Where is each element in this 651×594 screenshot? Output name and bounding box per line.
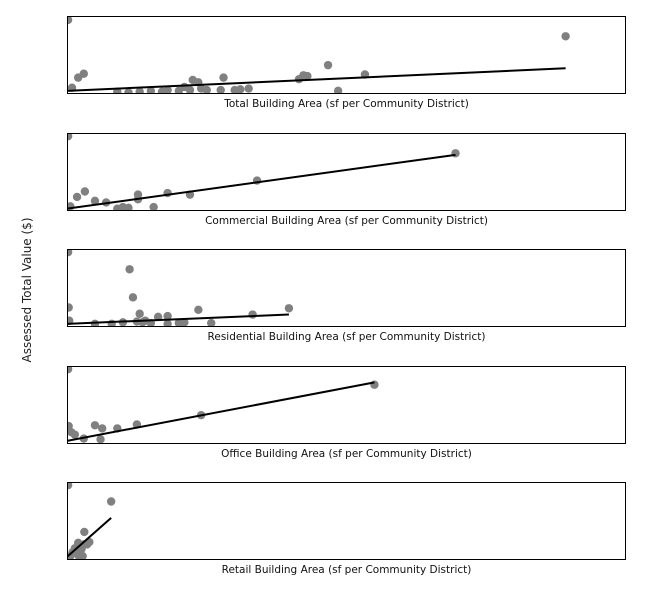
chart-panels: Total Building Area (sf per Community Di…: [67, 16, 626, 576]
data-point: [284, 304, 294, 313]
trend-line: [67, 381, 375, 442]
data-point: [202, 85, 211, 94]
plot-frame: [67, 366, 626, 444]
trend-line: [67, 67, 566, 92]
scatter-panel: Residential Building Area (sf per Commun…: [67, 249, 626, 343]
data-point: [146, 86, 156, 94]
trend-line: [67, 153, 456, 210]
data-point: [67, 366, 73, 374]
data-point: [67, 16, 73, 25]
data-point: [98, 424, 107, 433]
data-point: [78, 551, 87, 560]
trend-line: [67, 517, 112, 558]
data-point: [67, 482, 73, 490]
scatter-panel: Total Building Area (sf per Community Di…: [67, 16, 626, 110]
data-point: [125, 265, 134, 274]
data-point: [149, 202, 158, 211]
data-point: [79, 69, 88, 78]
data-point: [67, 133, 73, 141]
data-point: [70, 430, 80, 439]
data-point: [370, 380, 379, 389]
scatter-panel: Commercial Building Area (sf per Communi…: [67, 133, 626, 227]
plot-frame: [67, 249, 626, 327]
scatter-panel: Retail Building Area (sf per Community D…: [67, 482, 626, 576]
x-axis-label: Commercial Building Area (sf per Communi…: [205, 215, 488, 227]
data-point: [135, 87, 144, 94]
data-point: [244, 84, 253, 93]
plot-frame: [67, 16, 626, 94]
data-point: [96, 435, 105, 444]
data-point: [180, 318, 189, 327]
data-point: [216, 85, 225, 94]
data-point: [80, 527, 89, 537]
data-point: [163, 311, 172, 321]
plot-frame: [67, 133, 626, 211]
y-axis-label: Assessed Total Value ($): [20, 217, 34, 362]
data-point: [207, 318, 216, 327]
data-point: [128, 293, 138, 302]
data-point: [124, 203, 133, 211]
data-point: [303, 71, 312, 81]
x-axis-label: Total Building Area (sf per Community Di…: [223, 98, 469, 110]
data-point: [219, 73, 228, 82]
scatter-panel: Office Building Area (sf per Community D…: [67, 366, 626, 460]
data-point: [185, 85, 195, 94]
x-axis-label: Residential Building Area (sf per Commun…: [208, 331, 486, 343]
data-point: [90, 196, 100, 206]
data-point: [80, 187, 90, 196]
data-point: [72, 192, 82, 202]
data-point: [67, 249, 73, 257]
x-axis-label: Retail Building Area (sf per Community D…: [222, 564, 472, 576]
data-point: [67, 303, 73, 312]
data-point: [90, 421, 100, 430]
plot-frame: [67, 482, 626, 560]
data-point: [106, 497, 116, 506]
data-point: [135, 309, 144, 318]
data-point: [333, 86, 343, 94]
data-point: [194, 305, 203, 315]
data-point: [323, 60, 333, 70]
data-point: [163, 85, 172, 94]
data-point: [124, 88, 133, 94]
data-point: [561, 32, 570, 41]
data-point: [163, 319, 172, 327]
data-point: [236, 85, 245, 94]
data-point: [248, 310, 257, 319]
trend-line: [67, 313, 289, 325]
x-axis-label: Office Building Area (sf per Community D…: [221, 448, 472, 460]
